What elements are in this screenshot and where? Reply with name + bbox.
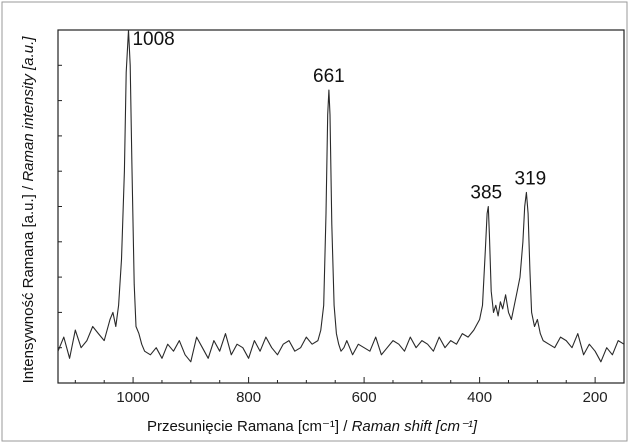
y-axis-label: Intensywność Ramana [a.u.] / Raman inten… [20, 36, 37, 384]
x-axis-label-main: Przesunięcie Ramana [cm⁻¹] / [147, 418, 352, 435]
peak-label-319: 319 [515, 168, 547, 189]
x-axis-label-italic: Raman shift [cm⁻¹] [352, 418, 478, 435]
x-tick-label-200: 200 [583, 389, 608, 406]
x-axis-label: Przesunięcie Ramana [cm⁻¹] / Raman shift… [147, 418, 478, 435]
spectrum-line-0 [57, 29, 625, 363]
peak-label-1008: 1008 [132, 29, 174, 50]
x-tick-label-600: 600 [352, 389, 377, 406]
x-tick-label-1000: 1000 [116, 389, 149, 406]
y-axis-label-main: Intensywność Ramana [a.u.] / [20, 182, 37, 384]
x-tick-label-800: 800 [236, 389, 261, 406]
peak-label-385: 385 [470, 183, 502, 204]
peak-label-661: 661 [313, 66, 345, 87]
y-axis-label-italic: Raman intensity [a.u.] [20, 36, 37, 182]
x-tick-label-400: 400 [467, 389, 492, 406]
